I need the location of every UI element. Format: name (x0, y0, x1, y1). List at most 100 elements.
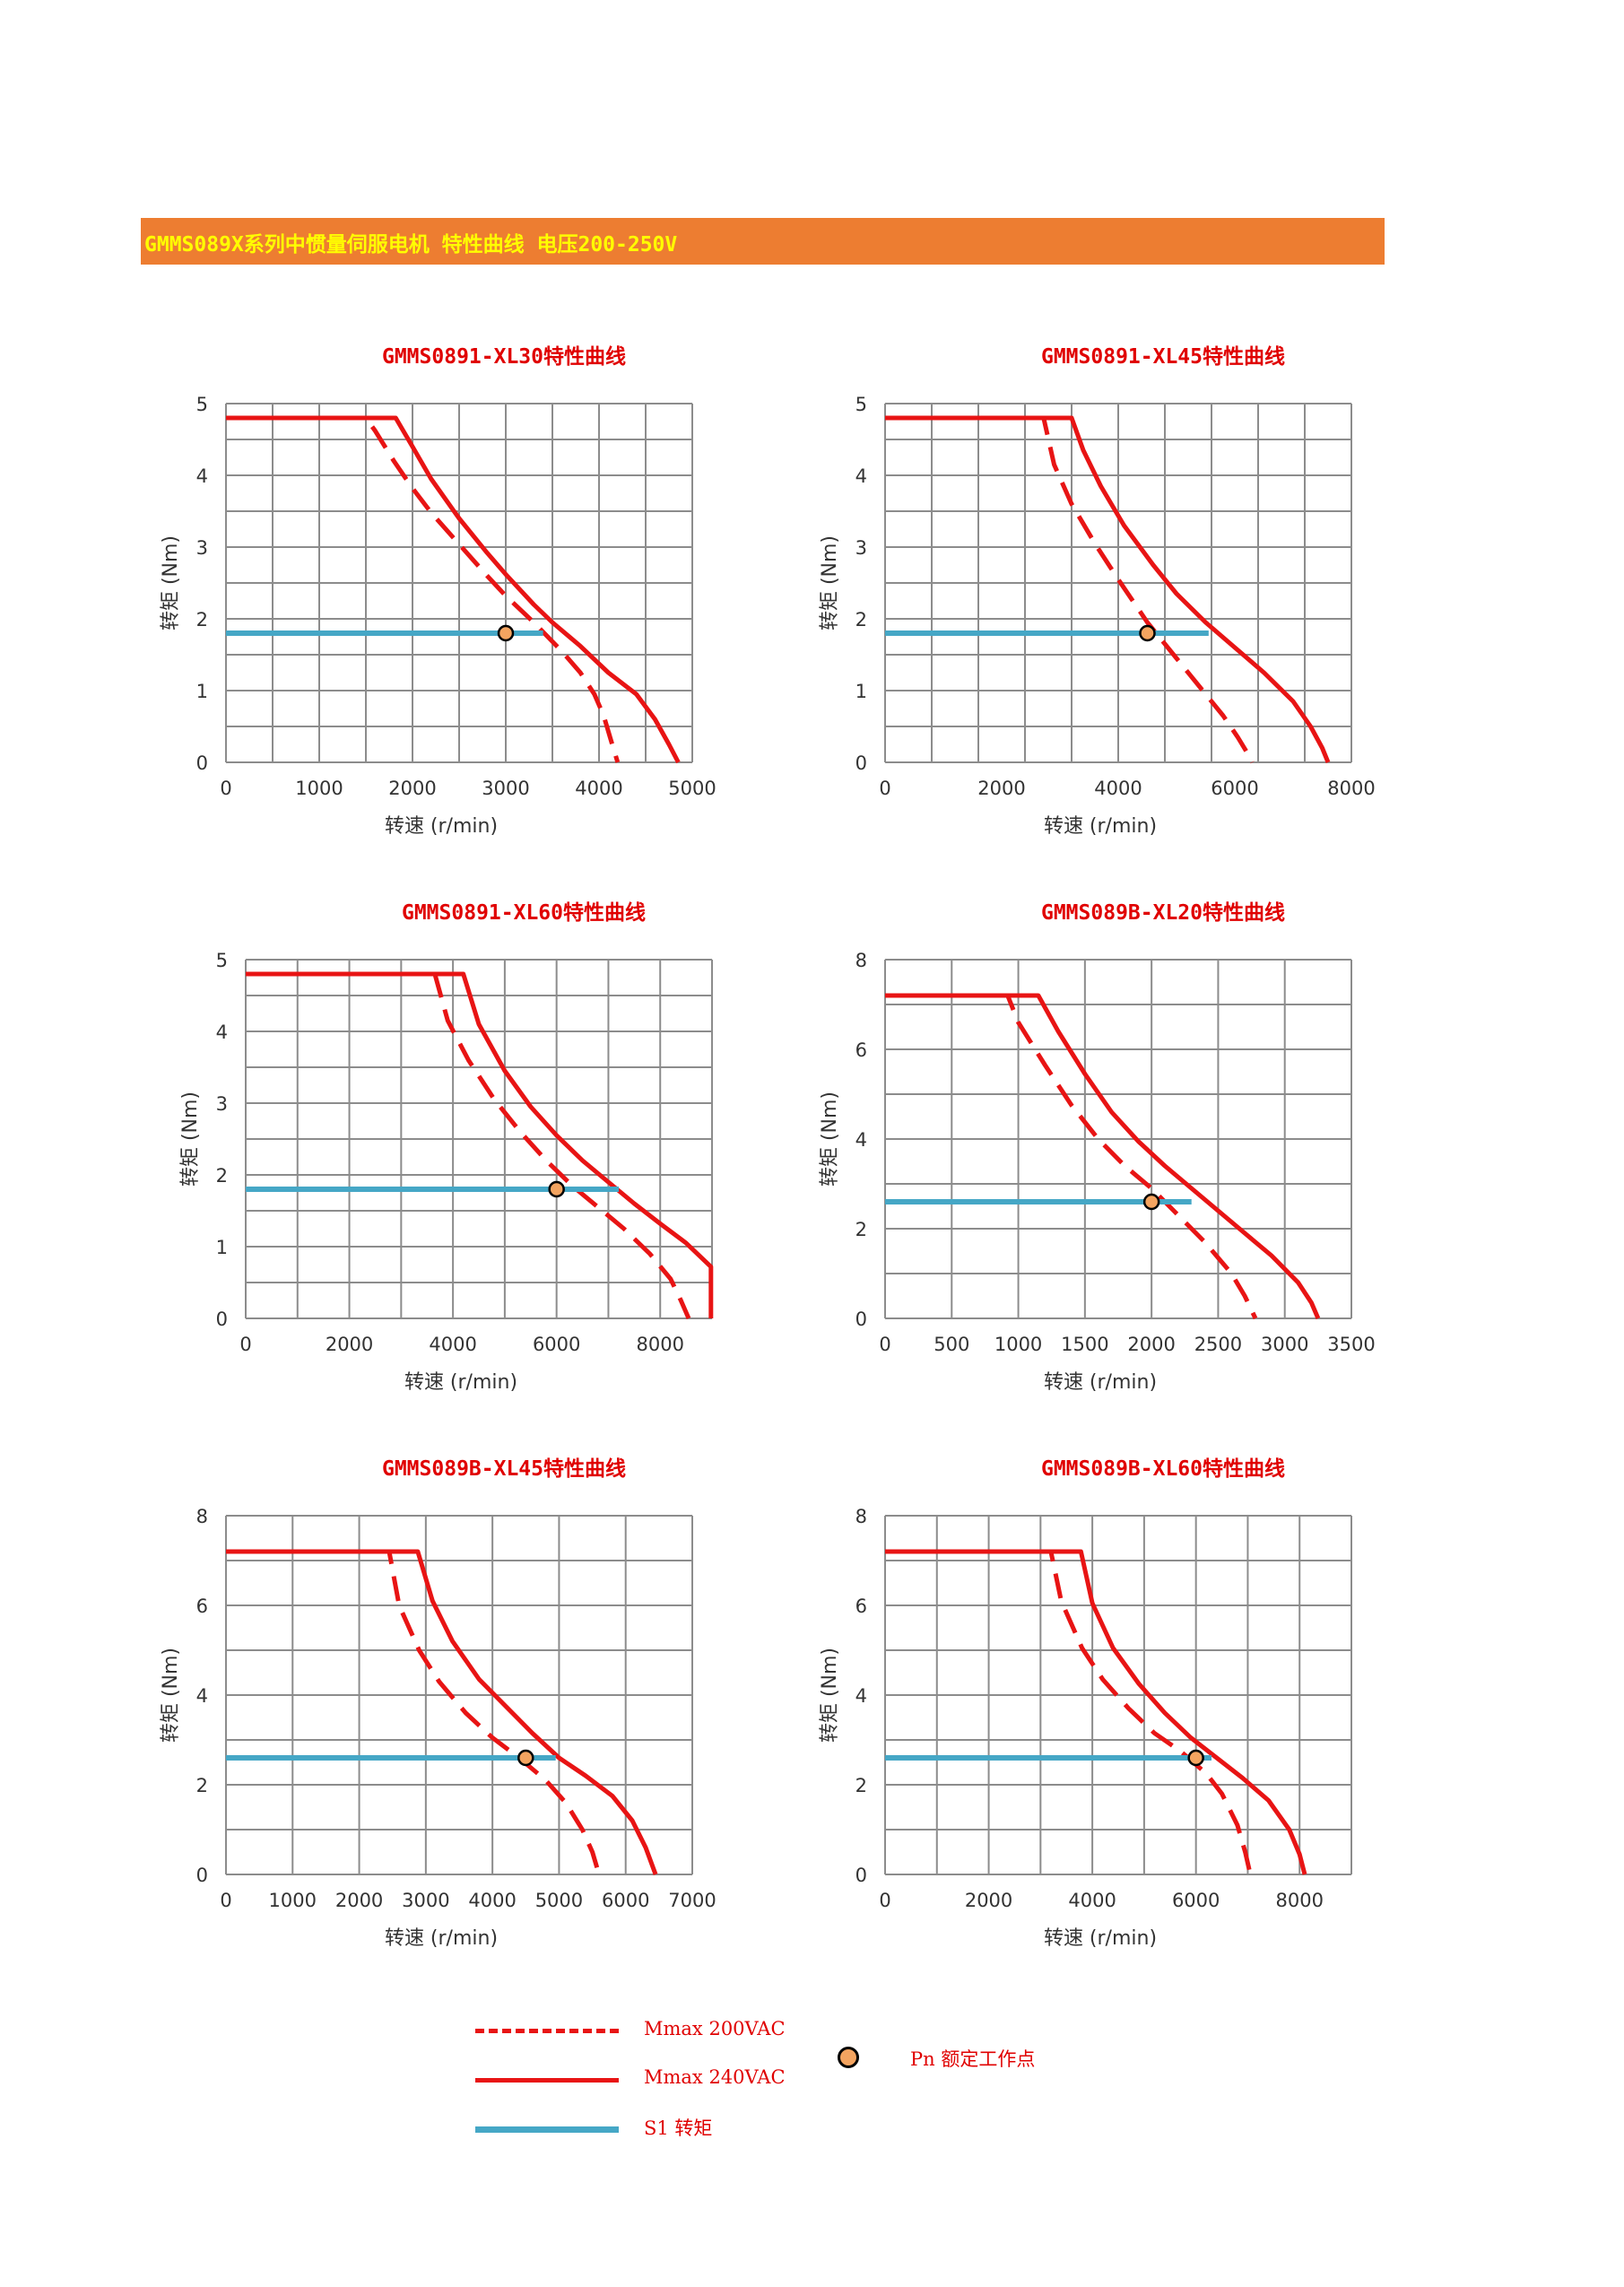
x-tick-label: 2000 (326, 1334, 373, 1355)
x-tick-label: 4000 (1094, 778, 1142, 799)
x-tick-label: 500 (934, 1334, 969, 1355)
y-tick-label: 2 (216, 1165, 228, 1187)
grid (225, 1515, 693, 1875)
y-tick-label: 2 (855, 1219, 867, 1240)
legend-dashed-label: Mmax 200VAC (644, 2018, 786, 2039)
x-tick-label: 0 (220, 1890, 231, 1911)
y-tick-label: 2 (196, 609, 208, 630)
x-tick-label: 2000 (388, 778, 436, 799)
y-tick-label: 0 (855, 1309, 867, 1330)
x-axis-label: 转速 (r/min) (385, 1927, 498, 1950)
y-tick-label: 0 (196, 752, 208, 774)
y-tick-label: 5 (216, 950, 228, 971)
chart-b-xl60: GMMS089B-XL60特性曲线 0 2000 4000 6000 8000 0 2 4 6 8 转… (812, 1448, 1493, 1951)
x-tick-label: 4000 (575, 778, 622, 799)
x-tick-label: 8000 (1327, 778, 1375, 799)
legend-s1-label: S1 转矩 (644, 2117, 713, 2139)
mmax-200vac-line (885, 993, 1258, 1320)
x-tick-label: 6000 (533, 1334, 580, 1355)
mmax-240vac-line (885, 993, 1321, 1319)
rated-point-marker (497, 624, 515, 642)
chart-svg: GMMS0891-XL30特性曲线 0 1000 2000 3000 4000 5000 0 1… (160, 344, 716, 838)
x-tick-label: 7000 (668, 1890, 716, 1911)
x-tick-label: 6000 (1172, 1890, 1220, 1911)
x-axis-label: 转速 (r/min) (1044, 1927, 1157, 1950)
x-tick-label: 4000 (468, 1890, 516, 1911)
x-tick-label: 6000 (1211, 778, 1258, 799)
x-tick-label: 2000 (965, 1890, 1012, 1911)
x-tick-label: 5000 (535, 1890, 583, 1911)
chart-svg: GMMS0891-XL45特性曲线 0 2000 4000 6000 8000 0 1 2 3 4 5… (819, 344, 1376, 838)
y-tick-label: 0 (216, 1309, 228, 1330)
y-tick-label: 3 (196, 537, 208, 559)
y-axis-label: 转矩 (Nm) (160, 1648, 182, 1743)
chart-xl45: GMMS0891-XL45特性曲线 0 2000 4000 6000 8000 0 1 2 3 4 5… (812, 336, 1493, 839)
grid (884, 403, 1352, 763)
x-axis-label: 转速 (r/min) (385, 815, 498, 838)
x-tick-label: 0 (879, 1334, 890, 1355)
mmax-240vac-line (885, 415, 1331, 763)
y-tick-label: 8 (855, 950, 867, 971)
x-tick-label: 0 (879, 778, 890, 799)
chart-title: GMMS0891-XL30特性曲线 (382, 344, 626, 369)
mmax-240vac-line (246, 971, 714, 1318)
y-tick-label: 8 (196, 1506, 208, 1527)
y-tick-label: 6 (855, 1039, 867, 1061)
y-tick-label: 4 (216, 1022, 228, 1043)
y-tick-label: 5 (196, 394, 208, 415)
y-axis-label: 转矩 (Nm) (819, 1091, 841, 1187)
x-tick-label: 4000 (429, 1334, 476, 1355)
x-tick-label: 1500 (1061, 1334, 1108, 1355)
y-axis-label: 转矩 (Nm) (179, 1091, 202, 1187)
mmax-240vac-line (226, 1549, 658, 1875)
rated-point-marker (548, 1180, 565, 1198)
x-tick-label: 0 (220, 778, 231, 799)
y-tick-label: 2 (855, 609, 867, 630)
grid (225, 403, 693, 763)
x-tick-label: 8000 (1275, 1890, 1323, 1911)
legend-dashed-line (475, 2029, 619, 2033)
x-tick-label: 5000 (668, 778, 716, 799)
y-tick-label: 4 (196, 1685, 208, 1707)
mmax-200vac-line (885, 415, 1255, 764)
grid (245, 959, 713, 1319)
legend-solid-line (475, 2078, 619, 2083)
x-tick-label: 6000 (602, 1890, 649, 1911)
page-title: GMMS089X系列中惯量伺服电机 特性曲线 电压200-250V (144, 233, 678, 257)
y-axis-label: 转矩 (Nm) (819, 535, 841, 630)
y-tick-label: 1 (855, 681, 867, 702)
x-axis-label: 转速 (r/min) (1044, 815, 1157, 838)
y-tick-label: 2 (196, 1775, 208, 1796)
chart-title: GMMS089B-XL45特性曲线 (382, 1457, 626, 1481)
chart-xl60: GMMS0891-XL60特性曲线 0 2000 4000 6000 8000 0 1 2 3 4 5… (172, 892, 854, 1395)
chart-title: GMMS089B-XL20特性曲线 (1041, 900, 1285, 925)
rated-point-marker (1139, 624, 1156, 642)
legend-point-marker (838, 2047, 859, 2068)
x-tick-label: 3500 (1327, 1334, 1375, 1355)
x-tick-label: 1000 (994, 1334, 1042, 1355)
chart-title: GMMS089B-XL60特性曲线 (1041, 1457, 1285, 1481)
mmax-200vac-line (246, 971, 691, 1319)
grid (884, 959, 1352, 1319)
legend-point-label: Pn 额定工作点 (910, 2048, 1036, 2070)
y-tick-label: 1 (196, 681, 208, 702)
chart-svg: GMMS089B-XL60特性曲线 0 2000 4000 6000 8000 0 2 4 6 8 转… (819, 1457, 1352, 1950)
grid (884, 1515, 1352, 1875)
x-tick-label: 1000 (269, 1890, 317, 1911)
x-tick-label: 3000 (402, 1890, 449, 1911)
y-tick-label: 5 (855, 394, 867, 415)
chart-xl30: GMMS0891-XL30特性曲线 0 1000 2000 3000 4000 5000 0 1… (152, 336, 834, 839)
legend-solid-label: Mmax 240VAC (644, 2066, 786, 2088)
y-axis-label: 转矩 (Nm) (160, 535, 182, 630)
x-tick-label: 0 (879, 1890, 890, 1911)
y-tick-label: 2 (855, 1775, 867, 1796)
y-tick-label: 6 (196, 1596, 208, 1617)
y-tick-label: 1 (216, 1237, 228, 1258)
x-tick-label: 2000 (1127, 1334, 1175, 1355)
x-tick-label: 2000 (335, 1890, 383, 1911)
x-tick-label: 4000 (1068, 1890, 1116, 1911)
y-tick-label: 3 (216, 1093, 228, 1115)
y-tick-label: 8 (855, 1506, 867, 1527)
x-tick-label: 1000 (295, 778, 343, 799)
x-tick-label: 2000 (977, 778, 1025, 799)
